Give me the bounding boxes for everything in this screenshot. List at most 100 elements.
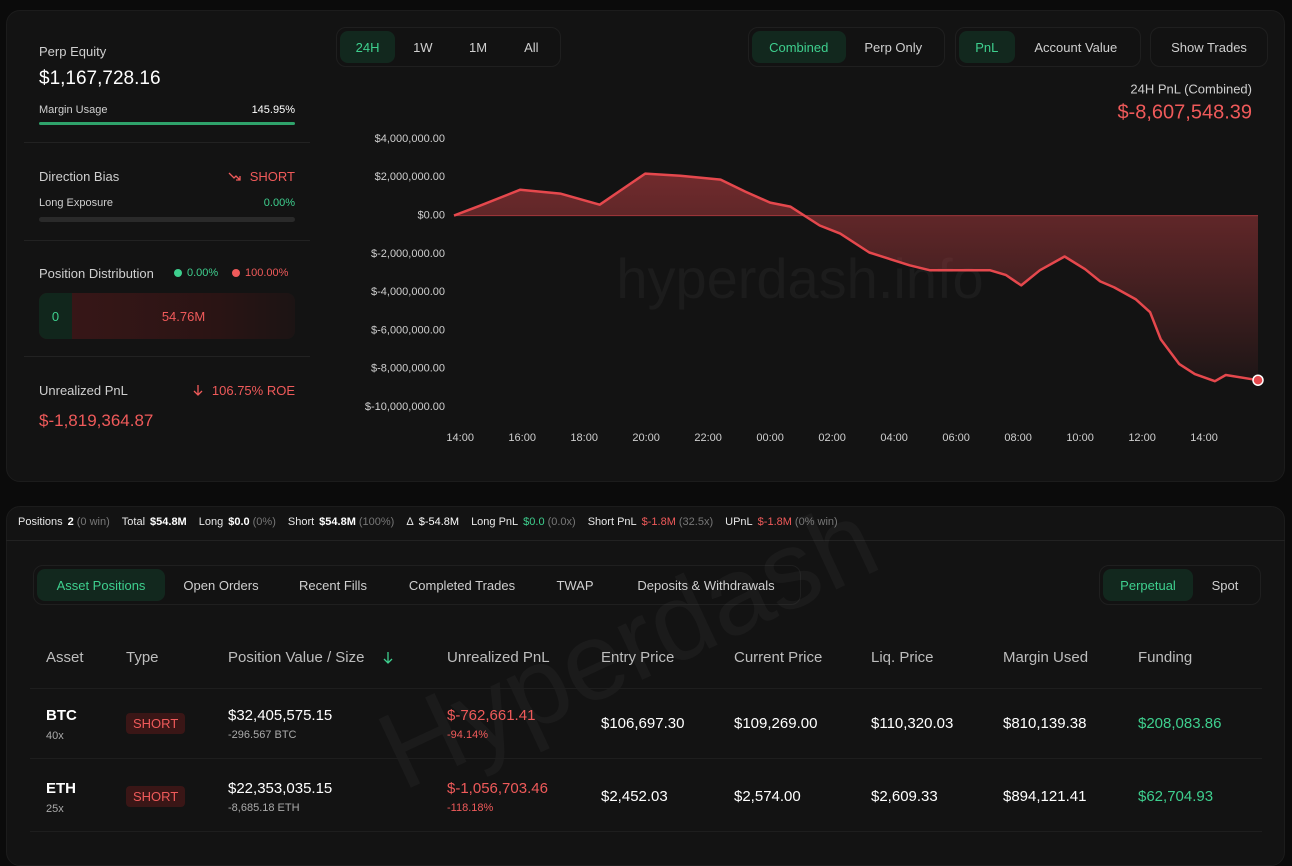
y-tick-label: $-10,000,000.00 bbox=[365, 401, 445, 413]
stat-label: Δ bbox=[406, 516, 414, 528]
stat-value: $54.8M bbox=[150, 516, 187, 528]
type-badge: SHORT bbox=[126, 713, 186, 734]
column-header[interactable]: Position Value / Size bbox=[228, 649, 365, 666]
stat-value: $-1.8M bbox=[641, 516, 676, 528]
x-tick-label: 02:00 bbox=[818, 432, 846, 444]
sort-icon bbox=[383, 652, 393, 664]
position-tabs: Asset Positions Open Orders Recent Fills… bbox=[33, 565, 801, 605]
mode-tabs: Combined Perp Only bbox=[748, 27, 945, 67]
stat-value: $-54.8M bbox=[418, 516, 460, 528]
asset: ETH bbox=[46, 780, 76, 797]
tab[interactable]: 1M bbox=[469, 39, 488, 55]
stat-label: UPnL bbox=[725, 516, 753, 528]
column-header[interactable]: Current Price bbox=[734, 649, 823, 666]
tab[interactable]: All bbox=[524, 39, 539, 55]
value: SHORT bbox=[249, 169, 295, 184]
margin-used: $894,121.41 bbox=[1003, 788, 1087, 805]
stat-label: Short PnL bbox=[587, 516, 637, 528]
divider bbox=[24, 142, 310, 143]
label: Position Distribution bbox=[39, 266, 154, 281]
tab[interactable]: TWAP bbox=[556, 577, 594, 593]
funding: $62,704.93 bbox=[1138, 788, 1214, 805]
distribution-bar: 0 54.76M bbox=[39, 293, 295, 339]
dot bbox=[232, 269, 240, 277]
area bbox=[454, 173, 1258, 382]
tab[interactable]: Open Orders bbox=[183, 577, 259, 593]
chart: hyperdash.info 24H PnL (Combined) $-8,60… bbox=[365, 81, 1264, 444]
unrealized-pnl: $-1,056,703.46 bbox=[447, 780, 548, 797]
tab[interactable]: Spot bbox=[1211, 577, 1239, 593]
long-segment: 0 bbox=[39, 293, 72, 339]
stat: UPnL $-1.8M (0% win) bbox=[725, 516, 838, 528]
exposure-bar bbox=[39, 217, 295, 222]
y-tick-label: $-4,000,000.00 bbox=[371, 286, 445, 298]
tab[interactable]: Asset Positions bbox=[37, 569, 165, 601]
tab[interactable]: 24H bbox=[340, 31, 396, 63]
x-tick-label: 12:00 bbox=[1128, 432, 1156, 444]
tab[interactable]: Perpetual bbox=[1103, 569, 1193, 601]
tab[interactable]: Combined bbox=[752, 31, 846, 63]
x-tick-label: 22:00 bbox=[694, 432, 722, 444]
column-header[interactable]: Unrealized PnL bbox=[447, 649, 550, 666]
stat: Total $54.8M bbox=[122, 516, 187, 528]
position-value: $32,405,575.15 bbox=[228, 707, 333, 724]
tab[interactable]: Perp Only bbox=[864, 39, 923, 55]
stat-value: $0.0 bbox=[523, 516, 545, 528]
toggle-button[interactable]: Show Trades bbox=[1171, 39, 1247, 55]
tab[interactable]: 1W bbox=[413, 39, 433, 55]
stat-label: Long bbox=[198, 516, 224, 528]
label: Margin Usage bbox=[39, 104, 108, 116]
tab[interactable]: PnL bbox=[959, 31, 1015, 63]
stat: Long $0.0 (0%) bbox=[199, 516, 276, 528]
value: $1,167,728.16 bbox=[39, 68, 161, 89]
stat: Positions 2 (0 win) bbox=[18, 516, 110, 528]
y-tick-label: $-6,000,000.00 bbox=[371, 324, 445, 336]
down-icon bbox=[193, 385, 203, 396]
x-tick-label: 18:00 bbox=[570, 432, 598, 444]
x-tick-label: 16:00 bbox=[508, 432, 536, 444]
column-header[interactable]: Margin Used bbox=[1003, 649, 1089, 666]
stat: Long PnL $0.0 (0.0x) bbox=[471, 516, 576, 528]
stat-note: (32.5x) bbox=[678, 516, 714, 528]
stat-value: $-1.8M bbox=[757, 516, 792, 528]
size: -296.567 BTC bbox=[228, 729, 297, 741]
column-header[interactable]: Funding bbox=[1138, 649, 1193, 666]
toggle: Show Trades bbox=[1150, 27, 1268, 67]
column-header[interactable]: Type bbox=[126, 649, 159, 666]
market-tabs: Perpetual Spot bbox=[1099, 565, 1261, 605]
column-header[interactable]: Liq. Price bbox=[871, 649, 934, 666]
column-header[interactable]: Entry Price bbox=[601, 649, 675, 666]
divider bbox=[24, 356, 310, 357]
tab[interactable]: Recent Fills bbox=[299, 577, 367, 593]
pnl-pct: -118.18% bbox=[447, 802, 494, 814]
chart-title: 24H PnL (Combined) bbox=[1130, 81, 1252, 96]
x-tick-label: 00:00 bbox=[756, 432, 784, 444]
stat: Short PnL $-1.8M (32.5x) bbox=[588, 516, 713, 528]
stat-note: (0 win) bbox=[76, 516, 110, 528]
stat-note: (0% win) bbox=[794, 516, 838, 528]
metric-tabs: PnL Account Value bbox=[955, 27, 1141, 67]
x-tick-label: 14:00 bbox=[446, 432, 474, 444]
current-price: $2,574.00 bbox=[734, 788, 801, 805]
stat: Short $54.8M (100%) bbox=[288, 516, 394, 528]
label: Long Exposure bbox=[39, 197, 113, 209]
divider bbox=[30, 758, 1262, 759]
tab[interactable]: Completed Trades bbox=[408, 577, 516, 593]
column-header[interactable]: Asset bbox=[46, 649, 84, 666]
stat-value: $0.0 bbox=[228, 516, 250, 528]
tab[interactable]: Account Value bbox=[1034, 39, 1118, 55]
entry-price: $106,697.30 bbox=[601, 715, 685, 732]
leverage: 25x bbox=[46, 803, 64, 815]
position-value: $22,353,035.15 bbox=[228, 780, 333, 797]
type-badge: SHORT bbox=[126, 786, 186, 807]
margin-bar bbox=[39, 122, 295, 125]
range-tabs: 24H 1W 1M All bbox=[336, 27, 561, 67]
stats-bar: Positions 2 (0 win) Total $54.8M Long $0.0 (0… bbox=[18, 516, 838, 528]
pnl-pct: -94.14% bbox=[447, 729, 488, 741]
value: 106.75% ROE bbox=[211, 383, 295, 398]
value: 0.00% bbox=[187, 267, 219, 279]
tab[interactable]: Deposits & Withdrawals bbox=[637, 577, 775, 593]
x-tick-label: 04:00 bbox=[880, 432, 908, 444]
line bbox=[453, 172, 1259, 383]
